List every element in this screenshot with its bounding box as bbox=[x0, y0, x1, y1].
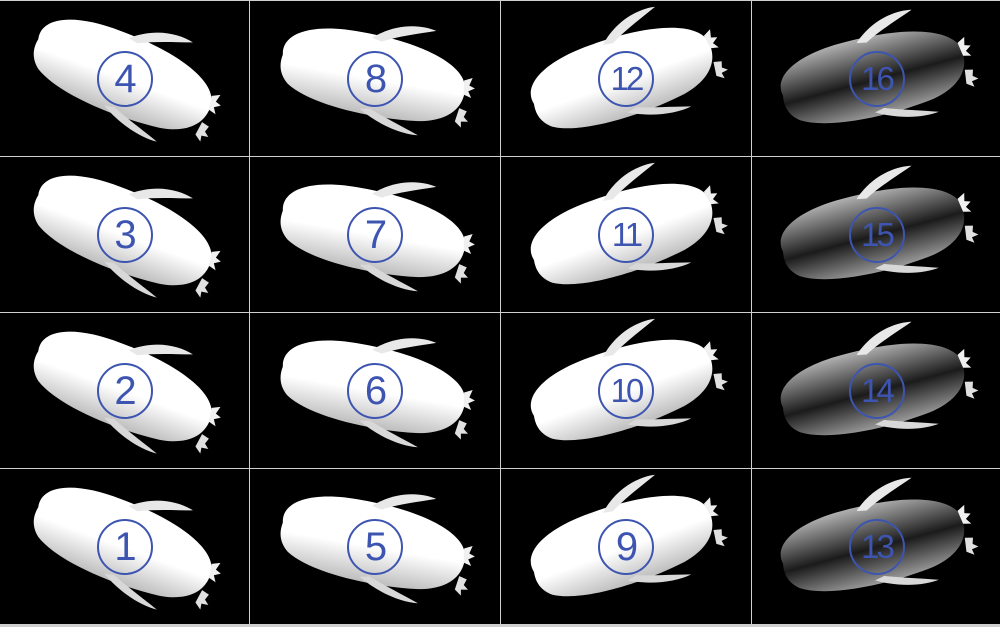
panel-number-label: 8 bbox=[347, 50, 403, 107]
panel-9: 9 bbox=[501, 469, 751, 624]
panel-number-label: 5 bbox=[347, 518, 403, 575]
panel-7: 7 bbox=[250, 157, 500, 312]
panel-number-label: 16 bbox=[848, 50, 905, 107]
panel-8: 8 bbox=[250, 1, 500, 156]
panel-15: 15 bbox=[752, 157, 1000, 312]
panel-number-label: 4 bbox=[96, 50, 153, 107]
panel-number-label: 10 bbox=[598, 362, 654, 419]
panel-number-label: 13 bbox=[848, 518, 905, 575]
panel-number-label: 3 bbox=[96, 206, 153, 263]
panel-number-label: 14 bbox=[848, 362, 905, 419]
panel-number-label: 2 bbox=[96, 362, 153, 419]
panel-number-label: 7 bbox=[347, 206, 403, 263]
panel-3: 3 bbox=[0, 157, 249, 312]
panel-number-label: 15 bbox=[848, 206, 905, 263]
panel-14: 14 bbox=[752, 313, 1000, 468]
panel-number-label: 9 bbox=[598, 518, 654, 575]
panel-16: 16 bbox=[752, 1, 1000, 156]
panel-10: 10 bbox=[501, 313, 751, 468]
panel-4: 4 bbox=[0, 1, 249, 156]
panel-1: 1 bbox=[0, 469, 249, 624]
panel-12: 12 bbox=[501, 1, 751, 156]
panel-number-label: 1 bbox=[96, 518, 153, 575]
panel-6: 6 bbox=[250, 313, 500, 468]
panel-2: 2 bbox=[0, 313, 249, 468]
panel-13: 13 bbox=[752, 469, 1000, 624]
panel-number-label: 6 bbox=[347, 362, 403, 419]
panel-11: 11 bbox=[501, 157, 751, 312]
panel-number-label: 11 bbox=[598, 206, 654, 263]
panel-number-label: 12 bbox=[598, 50, 654, 107]
panel-5: 5 bbox=[250, 469, 500, 624]
